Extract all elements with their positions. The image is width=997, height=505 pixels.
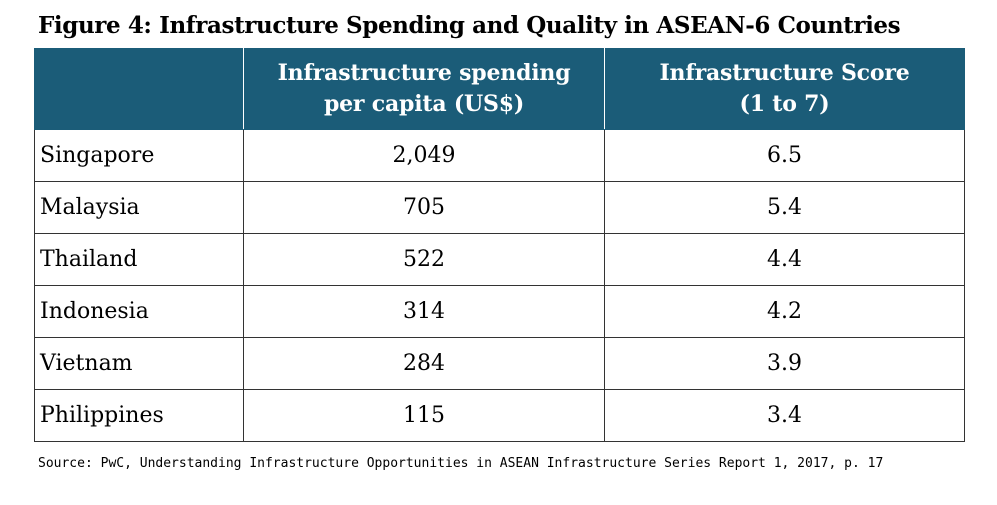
table-row: Singapore 2,049 6.5 bbox=[34, 129, 965, 182]
table-row: Philippines 115 3.4 bbox=[34, 389, 965, 442]
cell-country: Indonesia bbox=[34, 285, 244, 338]
source-note: Source: PwC, Understanding Infrastructur… bbox=[38, 456, 884, 471]
column-header-country bbox=[34, 48, 244, 130]
table-row: Indonesia 314 4.2 bbox=[34, 285, 965, 338]
cell-spending: 2,049 bbox=[243, 129, 605, 182]
cell-country: Malaysia bbox=[34, 181, 244, 234]
table-row: Thailand 522 4.4 bbox=[34, 233, 965, 286]
cell-country: Singapore bbox=[34, 129, 244, 182]
cell-score: 3.4 bbox=[604, 389, 965, 442]
cell-score: 3.9 bbox=[604, 337, 965, 390]
cell-spending: 705 bbox=[243, 181, 605, 234]
cell-spending: 314 bbox=[243, 285, 605, 338]
figure-title: Figure 4: Infrastructure Spending and Qu… bbox=[38, 12, 901, 39]
cell-country: Vietnam bbox=[34, 337, 244, 390]
cell-score: 6.5 bbox=[604, 129, 965, 182]
cell-spending: 522 bbox=[243, 233, 605, 286]
table-row: Vietnam 284 3.9 bbox=[34, 337, 965, 390]
column-header-spending: Infrastructure spending per capita (US$) bbox=[243, 48, 605, 130]
column-header-score: Infrastructure Score (1 to 7) bbox=[604, 48, 965, 130]
data-table: Infrastructure spending per capita (US$)… bbox=[34, 48, 965, 442]
table-body: Singapore 2,049 6.5 Malaysia 705 5.4 Thailand 5… bbox=[34, 129, 965, 442]
cell-country: Philippines bbox=[34, 389, 244, 442]
cell-spending: 115 bbox=[243, 389, 605, 442]
cell-spending: 284 bbox=[243, 337, 605, 390]
cell-score: 4.2 bbox=[604, 285, 965, 338]
cell-score: 5.4 bbox=[604, 181, 965, 234]
table-header-row: Infrastructure spending per capita (US$)… bbox=[34, 48, 965, 130]
cell-country: Thailand bbox=[34, 233, 244, 286]
cell-score: 4.4 bbox=[604, 233, 965, 286]
table-row: Malaysia 705 5.4 bbox=[34, 181, 965, 234]
